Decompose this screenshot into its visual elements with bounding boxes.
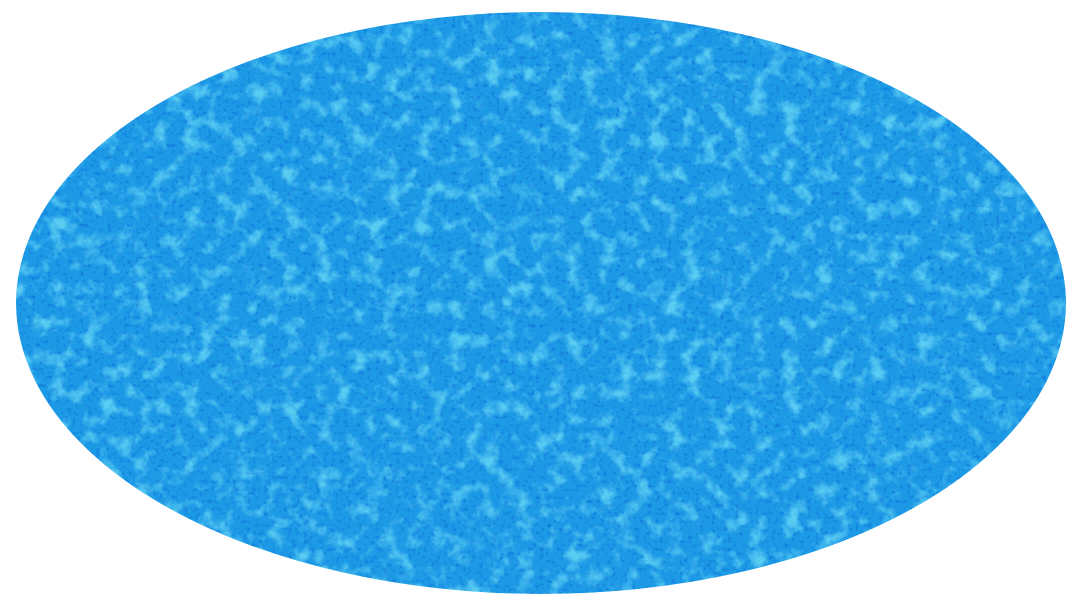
mollweide-map (16, 12, 1066, 594)
